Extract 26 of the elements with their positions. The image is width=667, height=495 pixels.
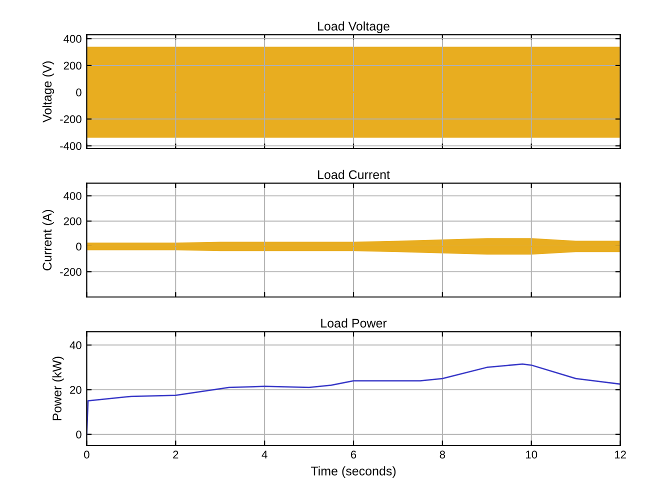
y-tick-label: -400 [60,142,82,150]
y-tick-label: 400 [64,192,82,200]
y-tick-label: -200 [60,115,82,124]
y-tick-label: 0 [76,430,82,438]
y-tick-label: 200 [64,62,82,70]
chart-title: Load Current [318,170,390,180]
x-tick-label: 8 [440,450,446,459]
x-tick-label: 2 [173,450,178,458]
y-tick-label: -200 [60,268,82,276]
y-axis-title: Voltage (V) [42,61,54,122]
x-tick-label: 12 [614,450,626,458]
chart-title: Load Voltage [318,21,390,34]
y-tick-label: 0 [76,242,82,251]
x-tick-label: 10 [526,450,538,459]
y-tick-label: 200 [64,217,82,226]
y-tick-label: 0 [76,88,82,96]
x-tick-label: 6 [350,450,356,459]
x-tick-label: 0 [84,450,90,459]
chart-title: Load Power [321,318,387,328]
x-tick-label: 4 [262,450,268,458]
y-tick-label: 400 [64,34,82,43]
y-axis-title: Power (kW) [52,356,64,420]
x-axis-title: Time (seconds) [310,466,396,478]
y-axis-title: Current (A) [42,210,54,270]
y-tick-label: 40 [70,341,82,350]
y-tick-label: 20 [70,386,82,394]
